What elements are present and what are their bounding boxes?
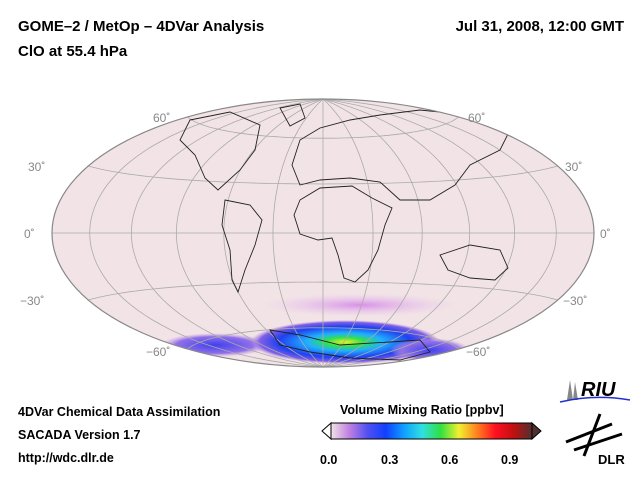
graticule [52, 99, 594, 367]
title-line1: GOME–2 / MetOp – 4DVar Analysis [18, 18, 265, 35]
title-line2: ClO at 55.4 hPa [18, 43, 128, 60]
colorbar [321, 421, 542, 441]
lat-label-30-right: 30˚ [565, 160, 583, 174]
footer-line1: 4DVar Chemical Data Assimilation [18, 405, 221, 419]
parallel-line [187, 327, 459, 350]
svg-text:DLR: DLR [598, 452, 625, 467]
footer-link[interactable]: http://wdc.dlr.de [18, 451, 114, 465]
lat-label-60-left: 60˚ [153, 111, 171, 125]
riu-logo: RIU [559, 379, 631, 403]
lat-label-0-right: 0˚ [600, 227, 611, 241]
lat-label-m30-right: −30˚ [563, 294, 588, 308]
lat-label-m60-left: −60˚ [146, 345, 171, 359]
colorbar-tick-2: 0.6 [441, 453, 459, 467]
colorbar-gradient [330, 422, 533, 440]
map-border [51, 98, 595, 368]
colorbar-title: Volume Mixing Ratio [ppbv] [340, 403, 504, 417]
coastlines [179, 103, 511, 361]
footer-line2: SACADA Version 1.7 [18, 428, 141, 442]
parallel-line [88, 165, 558, 185]
lat-label-m30-left: −30˚ [20, 294, 45, 308]
svg-text:RIU: RIU [581, 379, 616, 401]
date-label: Jul 31, 2008, 12:00 GMT [455, 18, 624, 35]
clo-band-pink [260, 293, 460, 317]
lat-label-m60-right: −60˚ [466, 345, 491, 359]
colorbar-low-arrow [321, 421, 332, 441]
dlr-logo: DLR [565, 413, 625, 467]
lat-label-60-right: 60˚ [468, 111, 486, 125]
colorbar-high-arrow [531, 421, 542, 441]
parallel-line [187, 116, 459, 139]
lat-label-30-left: 30˚ [28, 160, 46, 174]
colorbar-tick-3: 0.9 [501, 453, 519, 467]
lat-label-0-left: 0˚ [24, 227, 35, 241]
parallel-line [88, 281, 558, 301]
colorbar-tick-1: 0.3 [381, 453, 399, 467]
colorbar-tick-0: 0.0 [320, 453, 338, 467]
